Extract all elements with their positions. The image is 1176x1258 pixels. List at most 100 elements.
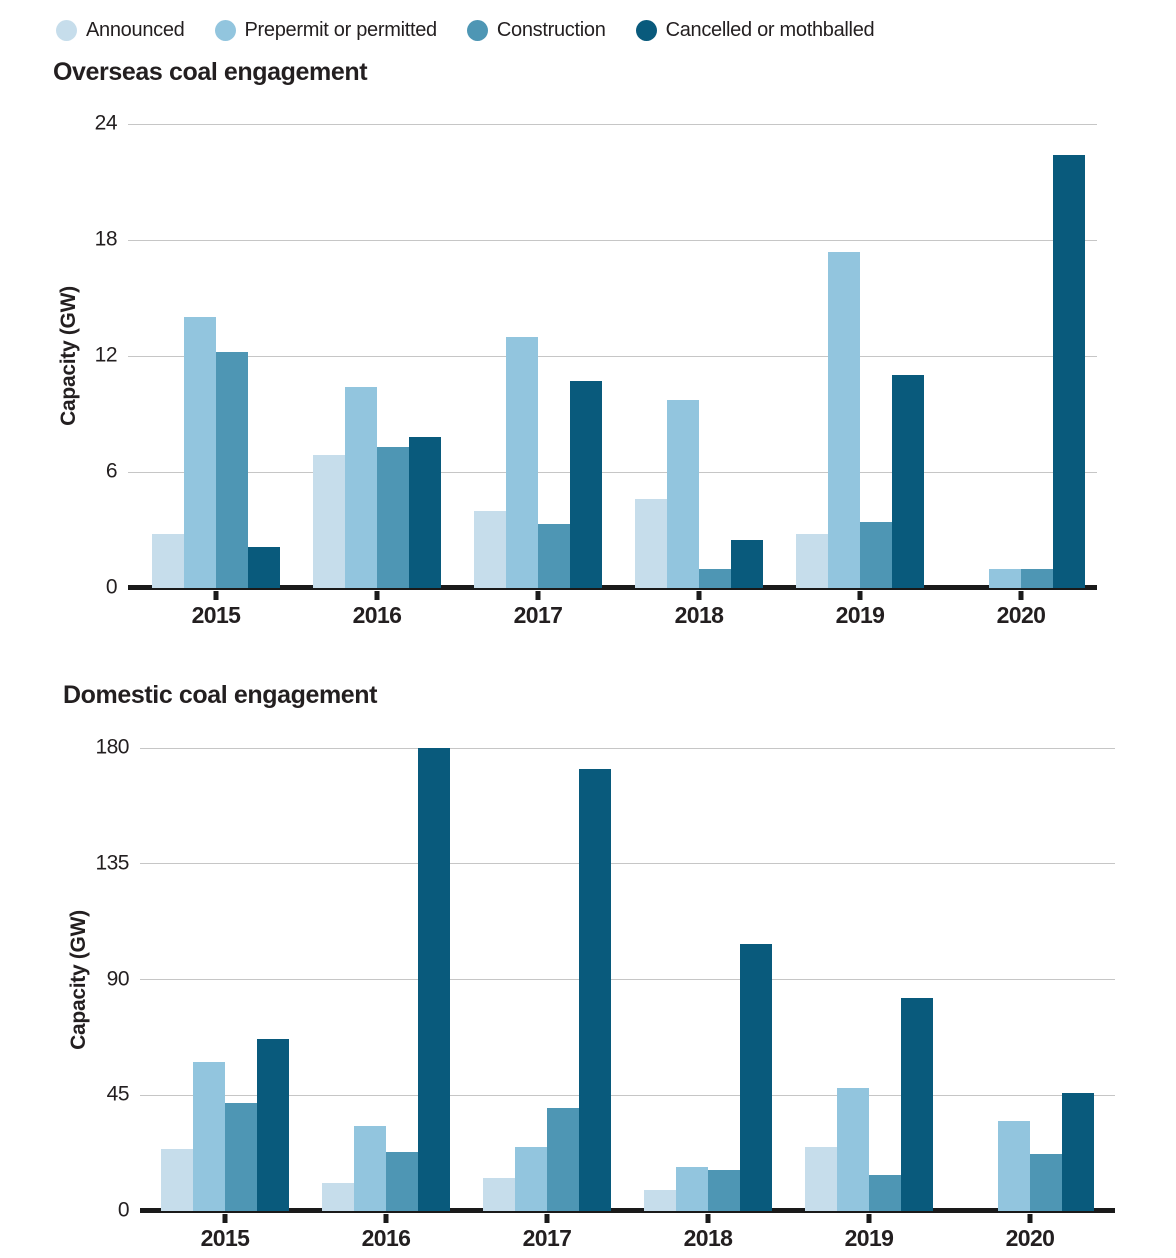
bar-group-2017 — [474, 124, 602, 588]
x-axis-tick — [213, 591, 219, 600]
bar-construction-2018 — [699, 568, 731, 588]
x-axis-tick — [383, 1214, 389, 1223]
bar-group-2018 — [644, 748, 772, 1211]
bar-prepermit-or-permitted-2016 — [354, 1126, 386, 1211]
x-axis-tick — [1018, 591, 1024, 600]
x-axis-tick — [1027, 1214, 1033, 1223]
bar-construction-2017 — [538, 524, 570, 588]
x-axis-tick — [705, 1214, 711, 1223]
bar-announced-2015 — [152, 533, 184, 588]
chart-title-domestic: Domestic coal engagement — [63, 681, 378, 709]
x-tick-label-2019: 2019 — [835, 602, 885, 628]
bar-prepermit-or-permitted-2015 — [184, 317, 216, 588]
bar-cancelled-or-mothballed-2017 — [579, 768, 611, 1211]
x-tick-label-2018: 2018 — [674, 602, 724, 628]
legend-item: Prepermit or permitted — [214, 19, 437, 42]
x-tick-label-2015: 2015 — [191, 602, 241, 628]
bar-cancelled-or-mothballed-2018 — [731, 539, 763, 588]
bar-announced-2019 — [796, 533, 828, 588]
y-tick-label: 0 — [105, 575, 118, 599]
y-axis-label-overseas: Capacity (GW) — [57, 286, 80, 426]
bar-construction-2018 — [708, 1169, 740, 1211]
bar-group-2019 — [796, 124, 924, 588]
x-tick-label-2020: 2020 — [1005, 1225, 1055, 1251]
gridline — [140, 979, 1115, 980]
bar-group-2018 — [635, 124, 763, 588]
bar-announced-2019 — [805, 1146, 837, 1211]
plot-area-domestic: 180 135 90 45 0 2015 2016 2017 2018 2019 2020 — [95, 736, 1115, 1251]
gridline — [128, 355, 1097, 357]
y-tick-label: 90 — [106, 967, 130, 991]
legend: Announced Prepermit or permitted Construct… — [56, 19, 875, 42]
bar-construction-2019 — [869, 1175, 901, 1211]
bar-cancelled-or-mothballed-2020 — [1062, 1092, 1094, 1211]
bar-prepermit-or-permitted-2017 — [515, 1146, 547, 1211]
y-axis-label-domestic: Capacity (GW) — [67, 910, 90, 1050]
y-tick-label: 180 — [95, 735, 129, 759]
y-tick-label: 0 — [117, 1198, 130, 1222]
bar-group-2020 — [957, 124, 1085, 588]
x-tick-label-2017: 2017 — [522, 1225, 572, 1251]
bar-construction-2019 — [860, 522, 892, 588]
legend-item-label: Construction — [496, 19, 606, 41]
x-tick-label-2018: 2018 — [683, 1225, 733, 1251]
bar-prepermit-or-permitted-2015 — [193, 1061, 225, 1211]
bar-cancelled-or-mothballed-2015 — [257, 1038, 289, 1211]
y-tick-label: 12 — [94, 343, 118, 367]
bar-cancelled-or-mothballed-2016 — [409, 437, 441, 588]
bar-prepermit-or-permitted-2017 — [506, 336, 538, 588]
bar-announced-2015 — [161, 1149, 193, 1211]
gridline — [140, 863, 1115, 865]
y-tick-label: 6 — [105, 459, 118, 483]
legend-item-label: Cancelled or mothballed — [665, 19, 875, 41]
bar-construction-2016 — [386, 1151, 418, 1211]
bar-announced-2018 — [635, 499, 667, 588]
x-tick-label-2016: 2016 — [361, 1225, 411, 1251]
bar-construction-2020 — [1021, 568, 1053, 588]
x-axis-tick — [544, 1214, 550, 1223]
bar-construction-2016 — [377, 446, 409, 588]
x-axis-tick — [535, 591, 541, 600]
bar-group-2020 — [966, 748, 1094, 1211]
bar-prepermit-or-permitted-2018 — [676, 1167, 708, 1211]
x-axis-tick — [696, 591, 702, 600]
bar-group-2017 — [483, 748, 611, 1211]
bar-construction-2015 — [216, 352, 248, 588]
legend-dot-icon — [466, 20, 488, 41]
x-tick-label-2016: 2016 — [352, 602, 402, 628]
y-tick-label: 45 — [106, 1082, 130, 1106]
x-tick-label-2020: 2020 — [996, 602, 1046, 628]
bar-group-2015 — [152, 124, 280, 588]
x-axis-line — [128, 585, 1097, 590]
bar-prepermit-or-permitted-2019 — [837, 1087, 869, 1211]
legend-dot-icon — [214, 20, 236, 41]
x-axis-tick — [222, 1214, 228, 1223]
legend-item: Cancelled or mothballed — [635, 19, 875, 42]
bar-construction-2017 — [547, 1108, 579, 1211]
bar-cancelled-or-mothballed-2017 — [570, 381, 602, 588]
bar-announced-2016 — [322, 1182, 354, 1211]
legend-dot-icon — [56, 20, 77, 41]
y-tick-label: 135 — [95, 851, 129, 875]
x-axis-tick — [866, 1214, 872, 1223]
bar-group-2016 — [322, 748, 450, 1211]
bar-cancelled-or-mothballed-2019 — [901, 997, 933, 1211]
bar-cancelled-or-mothballed-2019 — [892, 375, 924, 588]
chart-title-overseas: Overseas coal engagement — [53, 58, 368, 86]
x-axis-tick — [374, 591, 380, 600]
bar-construction-2020 — [1030, 1154, 1062, 1211]
legend-item: Announced — [56, 19, 185, 42]
x-tick-label-2017: 2017 — [513, 602, 563, 628]
bar-group-2016 — [313, 124, 441, 588]
bar-cancelled-or-mothballed-2015 — [248, 547, 280, 588]
bar-prepermit-or-permitted-2016 — [345, 386, 377, 588]
bar-group-2015 — [161, 748, 289, 1211]
y-tick-label: 18 — [94, 227, 118, 251]
bar-cancelled-or-mothballed-2016 — [418, 748, 450, 1211]
bar-announced-2016 — [313, 454, 345, 588]
legend-item: Construction — [466, 19, 606, 42]
y-tick-label: 24 — [94, 111, 118, 135]
legend-dot-icon — [635, 20, 657, 41]
gridline — [128, 239, 1097, 241]
bar-announced-2017 — [483, 1177, 515, 1211]
